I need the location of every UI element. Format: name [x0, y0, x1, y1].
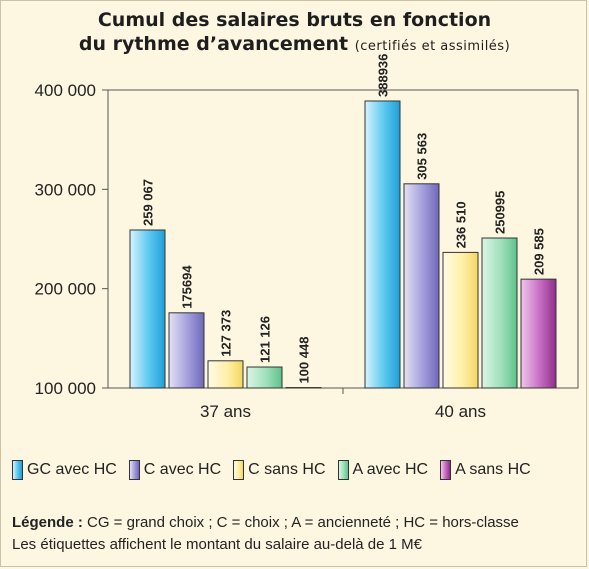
legend-label: A sans HC: [455, 461, 531, 478]
bar-data-label: 127 373: [219, 310, 234, 357]
legend-swatch: [440, 460, 452, 480]
bar-data-label: 259 067: [141, 179, 156, 226]
bar-data-label: 250995: [493, 191, 508, 234]
title-line-1: Cumul des salaires bruts en fonction: [97, 9, 492, 31]
y-tick-label: 200 000: [35, 280, 96, 299]
bar: [403, 183, 440, 389]
chart-title: Cumul des salaires bruts en fonction du …: [0, 8, 589, 59]
chart-bars: [129, 100, 557, 389]
bar: [168, 312, 205, 389]
bar: [481, 237, 518, 389]
bar-data-label: 100 448: [297, 337, 312, 384]
title-subtitle: (certifiés et assimilés): [354, 39, 511, 54]
legend-label: C sans HC: [248, 461, 326, 478]
bar-data-label: 305 563: [415, 133, 430, 180]
bar: [442, 251, 479, 389]
x-category-label: 40 ans: [435, 402, 486, 421]
legend-swatch: [233, 460, 245, 480]
y-tick-label: 300 000: [35, 180, 96, 199]
bar-data-label: 175694: [180, 265, 195, 309]
y-tick-label: 100 000: [35, 379, 96, 398]
legend-note: Légende : CG = grand choix ; C = choix ;…: [12, 512, 582, 534]
legend: GC avec HC C avec HC C sans HC A avec HC A s…: [12, 460, 582, 480]
bar-data-label: 236 510: [454, 201, 469, 248]
bar: [129, 229, 166, 389]
bar: [246, 366, 283, 389]
legend-item: C sans HC: [233, 460, 326, 480]
x-category-label: 37 ans: [200, 402, 251, 421]
legend-swatch: [337, 460, 349, 480]
bar: [207, 360, 244, 389]
legend-item: A avec HC: [337, 460, 429, 480]
bar: [364, 100, 401, 389]
title-line-2: du rythme d’avancement (certifiés et ass…: [0, 32, 589, 59]
legend-swatch: [128, 460, 140, 480]
notes: Légende : CG = grand choix ; C = choix ;…: [12, 512, 582, 556]
legend-item: GC avec HC: [12, 460, 117, 480]
chart-data-labels: 259 067 175694 127 373 121 126 100 448 388936…: [141, 54, 547, 384]
labels-note: Les étiquettes affichent le montant du s…: [12, 536, 422, 553]
legend-item: C avec HC: [128, 460, 222, 480]
legend-note-text: CG = grand choix ; C = choix ; A = ancie…: [87, 514, 519, 531]
chart-axes: 100 000 200 000 300 000 400 000 37 ans 40 ans: [35, 81, 579, 421]
legend-item: A sans HC: [440, 460, 531, 480]
bar: [520, 278, 557, 389]
title-line-2-main: du rythme d’avancement: [78, 33, 349, 55]
legend-note-label: Légende :: [12, 514, 83, 531]
bar-data-label: 209 585: [532, 228, 547, 275]
legend-swatch: [12, 460, 23, 480]
y-tick-label: 400 000: [35, 81, 96, 100]
bar-data-label: 121 126: [258, 316, 273, 363]
legend-label: C avec HC: [143, 461, 222, 478]
legend-label: GC avec HC: [27, 461, 117, 478]
bar-chart: 100 000 200 000 300 000 400 000 37 ans 40 ans…: [35, 54, 579, 421]
bar-data-label: 388936: [376, 54, 391, 97]
legend-label: A avec HC: [352, 461, 429, 478]
